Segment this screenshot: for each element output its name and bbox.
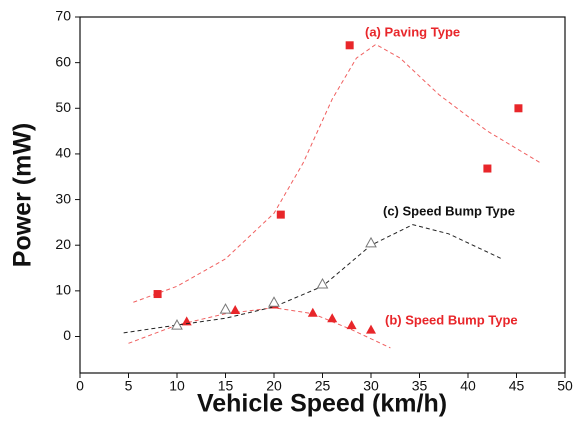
- marker: [365, 236, 377, 248]
- x-tick-label: 35: [412, 378, 428, 394]
- series-label: (b) Speed Bump Type: [385, 312, 518, 327]
- marker: [307, 307, 318, 317]
- fit-line: [133, 43, 542, 303]
- marker: [230, 305, 241, 315]
- x-tick-label: 15: [218, 378, 234, 394]
- y-tick-label: 10: [55, 282, 71, 298]
- x-tick-label: 50: [557, 378, 573, 394]
- marker: [346, 320, 357, 330]
- y-tick-label: 40: [55, 145, 71, 161]
- x-tick-label: 30: [363, 378, 379, 394]
- marker: [171, 319, 183, 330]
- y-tick-label: 20: [55, 236, 71, 252]
- x-tick-label: 45: [509, 378, 525, 394]
- x-tick-label: 5: [125, 378, 133, 394]
- marker: [219, 303, 232, 314]
- x-tick-label: 40: [460, 378, 476, 394]
- marker: [514, 104, 523, 113]
- y-tick-label: 60: [55, 53, 71, 69]
- marker: [483, 164, 492, 173]
- marker: [345, 41, 354, 50]
- y-axis-title: Power (mW): [9, 123, 37, 267]
- marker: [276, 210, 285, 219]
- marker: [366, 324, 376, 334]
- series-label: (c) Speed Bump Type: [383, 203, 515, 218]
- marker: [316, 277, 329, 289]
- marker: [327, 313, 338, 323]
- y-tick-label: 30: [55, 190, 71, 206]
- y-tick-label: 50: [55, 99, 71, 115]
- y-tick-label: 70: [55, 8, 71, 24]
- x-tick-label: 25: [315, 378, 331, 394]
- y-tick-label: 0: [63, 327, 71, 343]
- x-axis-title: Vehicle Speed (km/h): [197, 390, 447, 418]
- series-label: (a) Paving Type: [365, 24, 460, 39]
- x-tick-label: 20: [266, 378, 282, 394]
- x-tick-label: 0: [76, 378, 84, 394]
- marker: [268, 296, 280, 307]
- x-tick-label: 10: [169, 378, 185, 394]
- marker: [153, 290, 162, 299]
